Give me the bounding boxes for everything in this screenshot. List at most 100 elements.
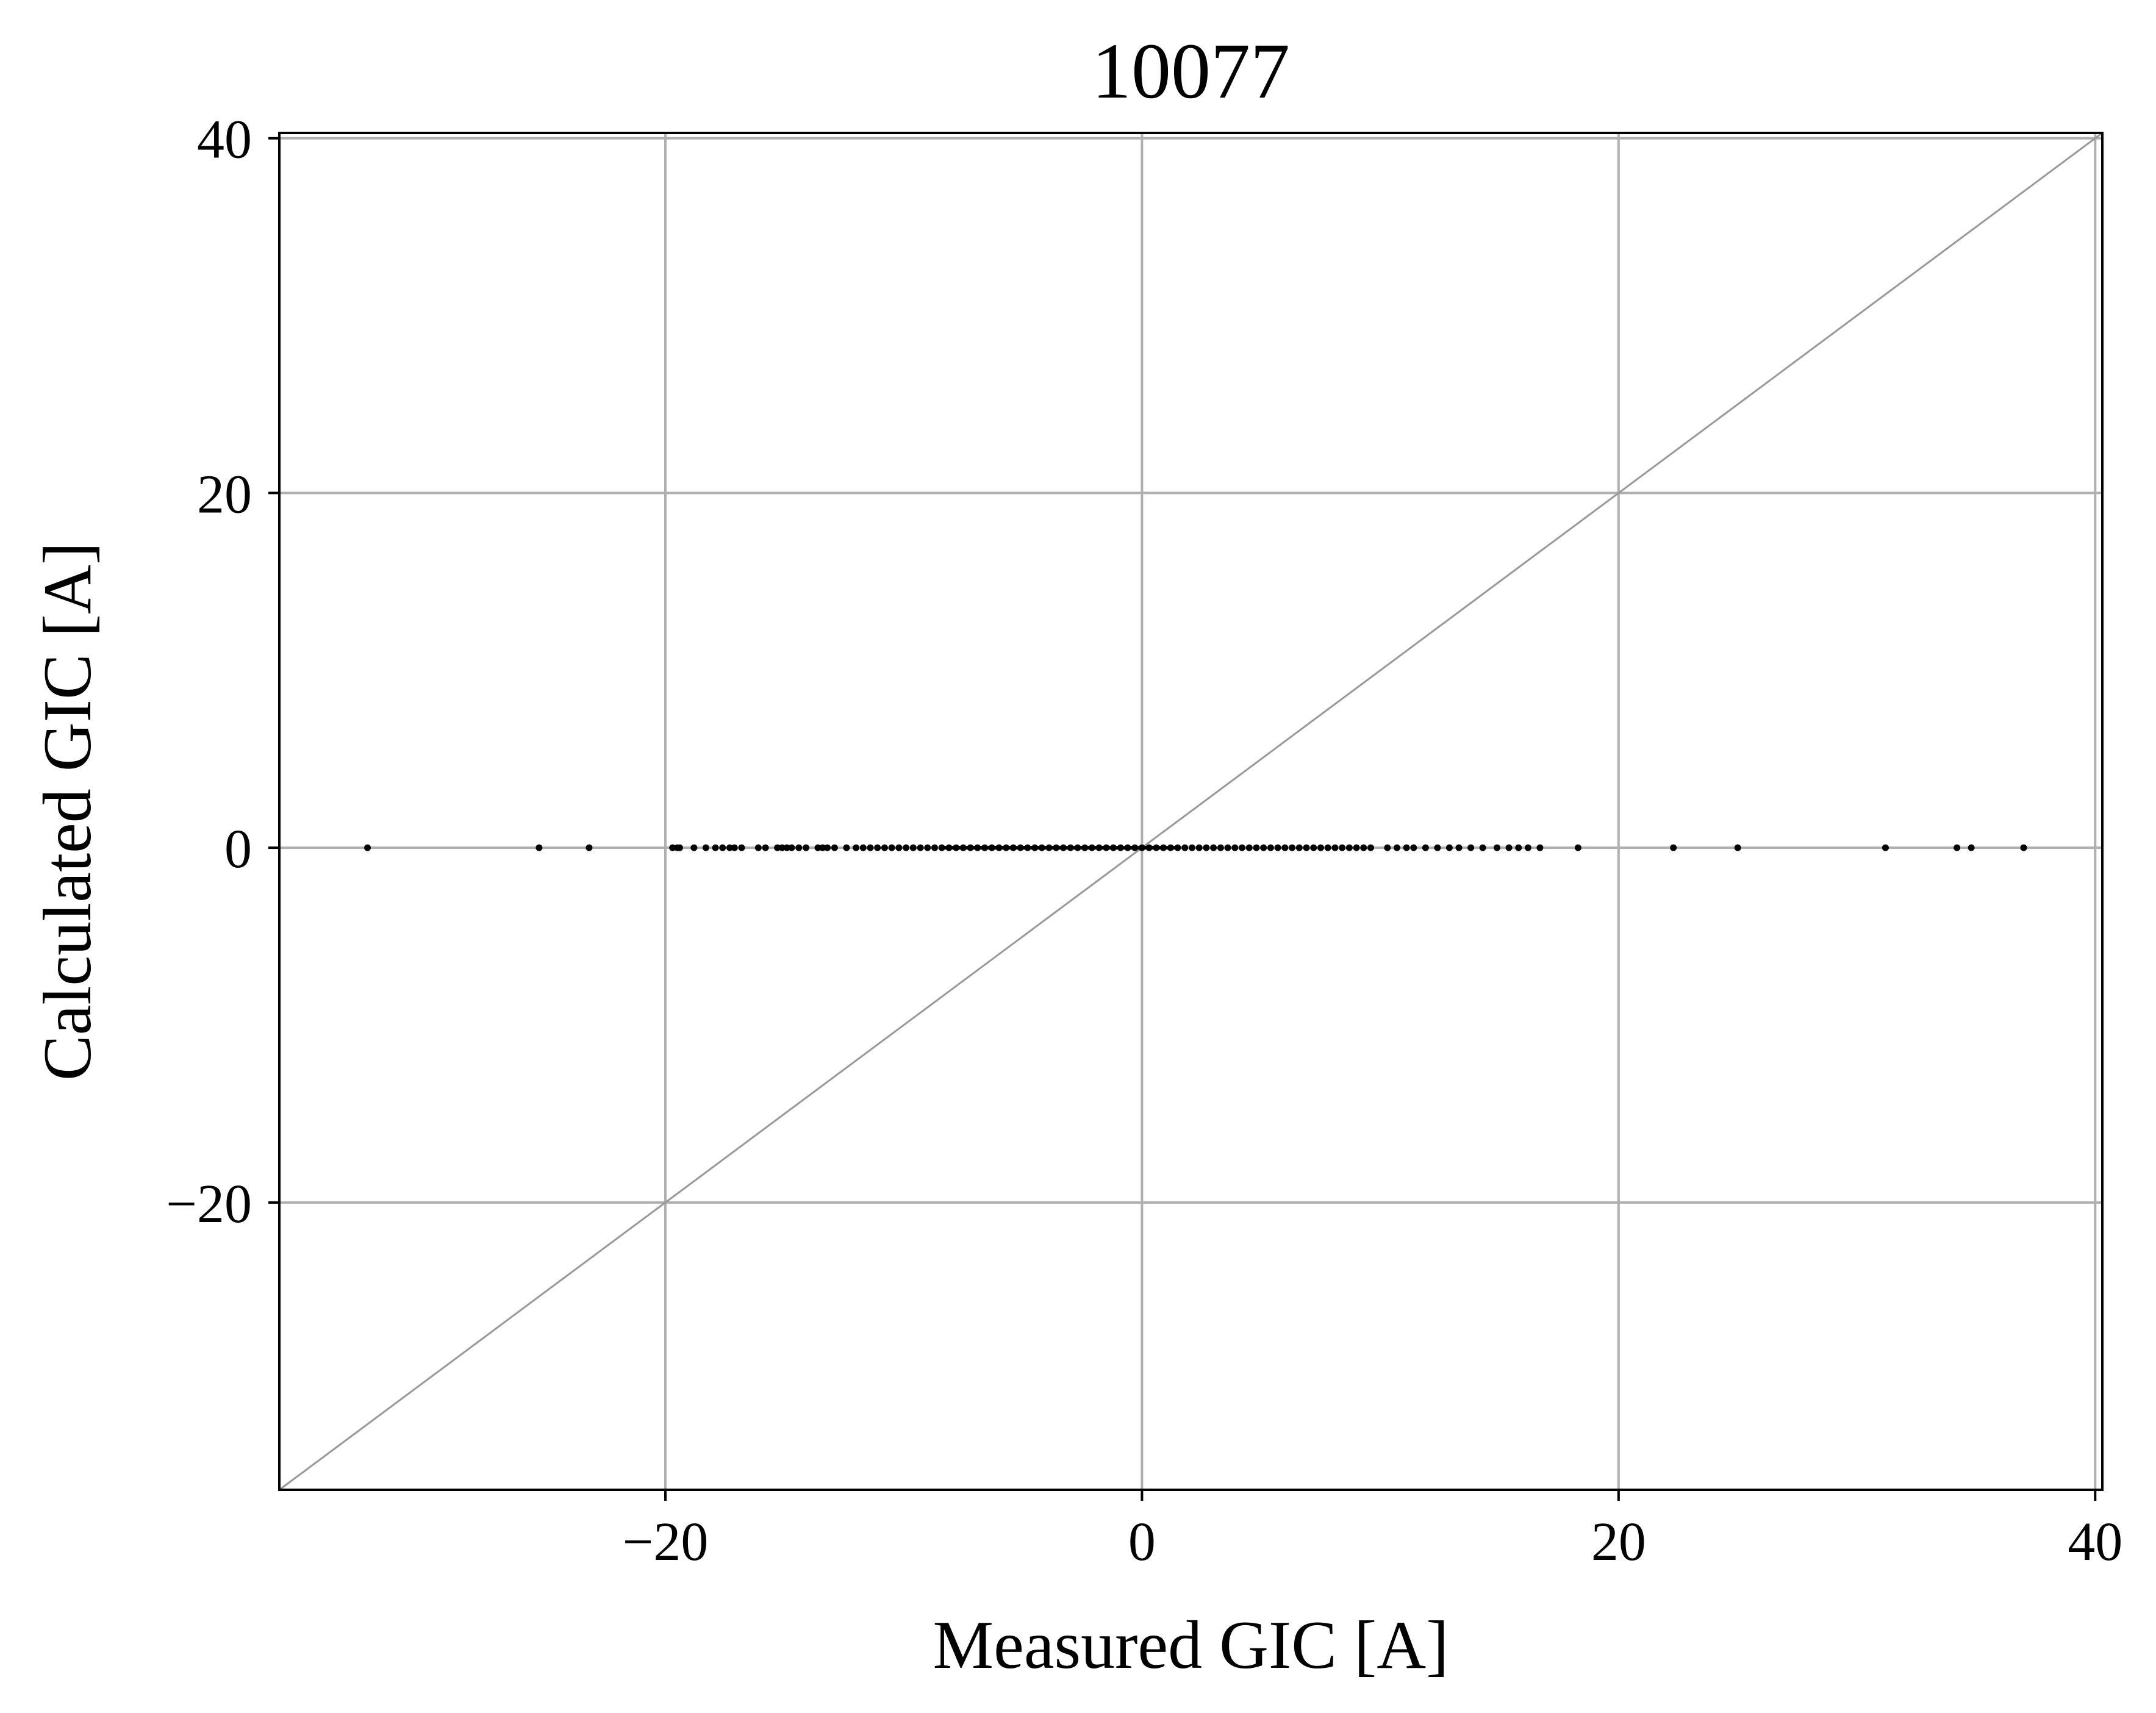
data-point bbox=[1968, 844, 1975, 851]
data-point bbox=[1295, 844, 1303, 851]
data-point bbox=[1310, 844, 1317, 851]
data-point bbox=[945, 844, 953, 851]
data-point bbox=[903, 844, 910, 851]
data-point bbox=[1024, 844, 1031, 851]
data-point bbox=[1455, 844, 1463, 851]
data-point bbox=[712, 844, 719, 851]
data-point bbox=[988, 844, 995, 851]
data-point bbox=[1479, 844, 1486, 851]
data-point bbox=[1422, 844, 1429, 851]
data-point bbox=[783, 844, 790, 851]
data-point bbox=[1505, 844, 1513, 851]
data-point bbox=[795, 844, 803, 851]
data-point bbox=[1670, 844, 1677, 851]
data-point bbox=[909, 844, 917, 851]
data-point bbox=[895, 844, 903, 851]
data-point bbox=[924, 844, 931, 851]
data-point bbox=[1303, 844, 1310, 851]
x-axis-ticks: −20 0 20 40 bbox=[623, 1490, 2122, 1572]
y-axis-label: Calculated GIC [A] bbox=[30, 542, 106, 1081]
y-tick-label: −20 bbox=[166, 1174, 252, 1234]
data-point bbox=[1515, 844, 1522, 851]
data-point bbox=[953, 844, 960, 851]
data-point bbox=[738, 844, 745, 851]
data-point bbox=[1045, 844, 1053, 851]
data-point bbox=[1574, 844, 1581, 851]
data-point bbox=[1434, 844, 1441, 851]
data-point bbox=[1231, 844, 1239, 851]
data-point bbox=[1145, 844, 1153, 851]
data-point bbox=[788, 844, 795, 851]
chart-title: 10077 bbox=[1092, 27, 1290, 115]
reference-line-layer bbox=[279, 132, 2103, 1491]
data-points bbox=[364, 844, 2027, 851]
data-point bbox=[814, 844, 822, 851]
data-point bbox=[881, 844, 888, 851]
data-point bbox=[1324, 844, 1331, 851]
data-point bbox=[819, 844, 826, 851]
x-axis-label: Measured GIC [A] bbox=[933, 1608, 1449, 1683]
data-point bbox=[1253, 844, 1260, 851]
data-point bbox=[1188, 844, 1195, 851]
data-point bbox=[1081, 844, 1089, 851]
data-point bbox=[1067, 844, 1074, 851]
y-tick-label: 20 bbox=[197, 464, 252, 524]
data-point bbox=[1445, 844, 1453, 851]
data-point bbox=[831, 844, 838, 851]
data-point bbox=[1131, 844, 1139, 851]
data-point bbox=[1289, 844, 1296, 851]
data-point bbox=[1224, 844, 1231, 851]
data-point bbox=[778, 844, 786, 851]
data-point bbox=[1181, 844, 1189, 851]
data-point bbox=[1031, 844, 1039, 851]
data-point bbox=[981, 844, 989, 851]
x-tick-label: 0 bbox=[1128, 1512, 1156, 1572]
data-point bbox=[859, 844, 867, 851]
data-point bbox=[1267, 844, 1274, 851]
data-point bbox=[1174, 844, 1181, 851]
data-point bbox=[1138, 844, 1145, 851]
data-point bbox=[731, 844, 738, 851]
data-point bbox=[1353, 844, 1360, 851]
data-point bbox=[1110, 844, 1117, 851]
data-point bbox=[867, 844, 874, 851]
data-point bbox=[1117, 844, 1124, 851]
data-point bbox=[1038, 844, 1045, 851]
data-point bbox=[726, 844, 733, 851]
data-point bbox=[1734, 844, 1741, 851]
data-point bbox=[1317, 844, 1324, 851]
data-point bbox=[1003, 844, 1010, 851]
data-point bbox=[1210, 844, 1217, 851]
data-point bbox=[1095, 844, 1103, 851]
x-tick-label: −20 bbox=[623, 1512, 709, 1572]
data-point bbox=[1153, 844, 1160, 851]
data-point bbox=[802, 844, 809, 851]
data-point bbox=[1467, 844, 1475, 851]
data-point bbox=[995, 844, 1003, 851]
data-point bbox=[1331, 844, 1339, 851]
data-point bbox=[1274, 844, 1281, 851]
reference-line bbox=[279, 132, 2103, 1491]
data-point bbox=[931, 844, 938, 851]
data-point bbox=[1059, 844, 1067, 851]
data-point bbox=[1410, 844, 1417, 851]
data-point bbox=[2020, 844, 2027, 851]
data-point bbox=[1009, 844, 1017, 851]
data-point bbox=[702, 844, 709, 851]
data-point bbox=[1053, 844, 1060, 851]
data-point bbox=[1524, 844, 1531, 851]
data-point bbox=[535, 844, 543, 851]
data-point bbox=[888, 844, 895, 851]
data-point bbox=[1195, 844, 1203, 851]
y-tick-label: 0 bbox=[224, 819, 252, 879]
data-point bbox=[1345, 844, 1353, 851]
data-point bbox=[1281, 844, 1289, 851]
data-point bbox=[1217, 844, 1224, 851]
data-point bbox=[1882, 844, 1889, 851]
data-point bbox=[719, 844, 726, 851]
plot-frame bbox=[278, 132, 2104, 1491]
data-point bbox=[1203, 844, 1210, 851]
data-point bbox=[1167, 844, 1174, 851]
data-point bbox=[1367, 844, 1374, 851]
data-point bbox=[853, 844, 860, 851]
